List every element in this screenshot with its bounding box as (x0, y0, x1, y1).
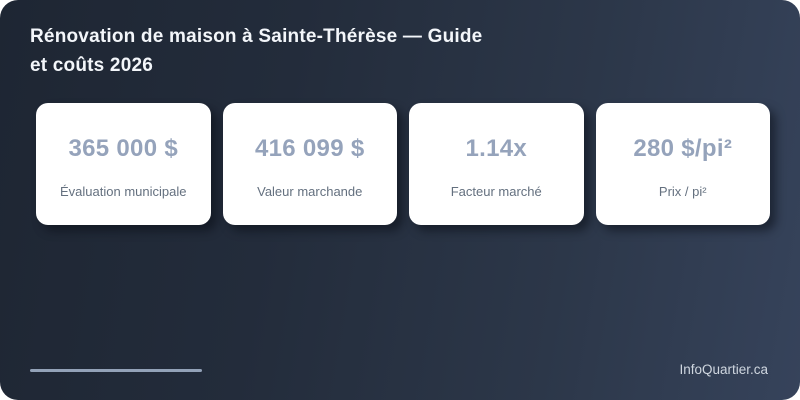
stat-card-market-value: 416 099 $ Valeur marchande (222, 103, 397, 225)
footer-divider (30, 369, 202, 372)
brand-text: InfoQuartier.ca (679, 362, 768, 377)
stat-label-market-value: Valeur marchande (257, 183, 363, 199)
stat-label-price-per-sqft: Prix / pi² (658, 183, 707, 199)
stat-card-market-factor: 1.14x Facteur marché (409, 103, 584, 225)
stat-value-price-per-sqft: 280 $/pi² (633, 134, 733, 162)
stat-card-municipal-evaluation: 365 000 $ Évaluation municipale (36, 103, 211, 225)
page-title: Rénovation de maison à Sainte-Thérèse — … (30, 26, 483, 76)
stat-value-market-factor: 1.14x (465, 134, 528, 162)
stats-row: 365 000 $ Évaluation municipale 416 099 … (36, 103, 770, 225)
stat-label-municipal-evaluation: Évaluation municipale (60, 183, 187, 199)
stat-value-municipal-evaluation: 365 000 $ (68, 134, 178, 162)
stat-value-market-value: 416 099 $ (255, 134, 365, 162)
stat-label-market-factor: Facteur marché (450, 183, 542, 199)
stat-card-price-per-sqft: 280 $/pi² Prix / pi² (595, 103, 770, 225)
